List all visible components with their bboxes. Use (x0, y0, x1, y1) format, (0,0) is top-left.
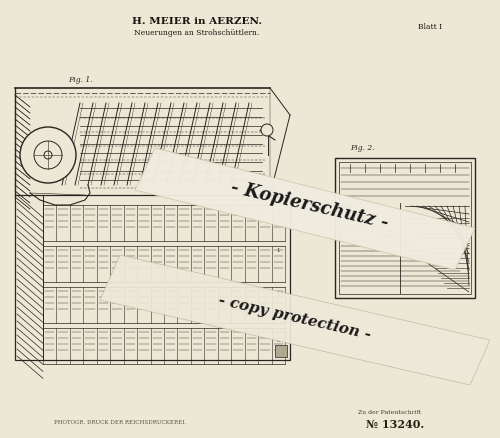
Polygon shape (100, 255, 490, 385)
Text: H. MEIER in AERZEN.: H. MEIER in AERZEN. (132, 18, 262, 27)
Text: 3: 3 (276, 338, 280, 343)
Circle shape (44, 151, 52, 159)
Text: PHOTOGR. DRUCK DER REICHSDRUCKEREI.: PHOTOGR. DRUCK DER REICHSDRUCKEREI. (54, 420, 186, 425)
Bar (275, 345, 287, 357)
Text: Fig. 2.: Fig. 2. (350, 144, 374, 152)
Text: № 13240.: № 13240. (366, 420, 424, 431)
Text: Zu der Patentschrift: Zu der Patentschrift (358, 410, 422, 414)
Text: Fig. 1.: Fig. 1. (68, 76, 92, 84)
Bar (339, 162, 471, 294)
Bar (335, 158, 475, 298)
Text: 2: 2 (276, 293, 280, 297)
Polygon shape (135, 148, 475, 270)
Text: Blatt I: Blatt I (418, 23, 442, 31)
Text: Neuerungen an Strohschüttlern.: Neuerungen an Strohschüttlern. (134, 29, 260, 37)
Text: 1: 1 (276, 247, 280, 252)
Bar (15, 195, 290, 360)
Circle shape (20, 127, 76, 183)
Text: - copy protection -: - copy protection - (218, 293, 372, 343)
Circle shape (261, 124, 273, 136)
Text: - Kopierschutz -: - Kopierschutz - (230, 178, 390, 232)
Circle shape (34, 141, 62, 169)
